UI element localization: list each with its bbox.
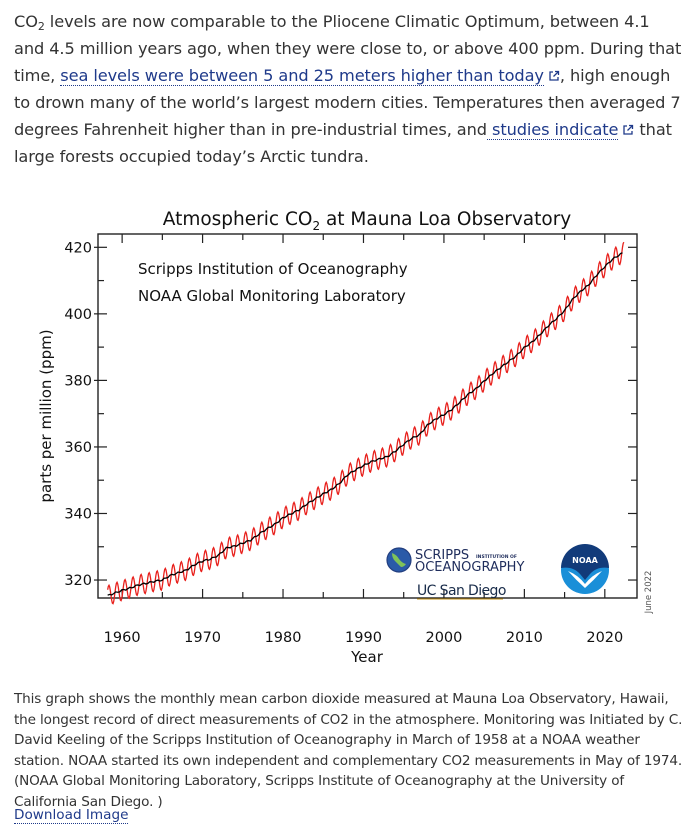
y-tick-label: 420 (64, 240, 92, 256)
scripps-line1: SCRIPPS (415, 548, 469, 563)
subscript-2: 2 (37, 20, 45, 33)
globe-land (392, 553, 406, 567)
y-tick-label: 340 (64, 506, 92, 522)
series-monthly-mean (107, 241, 625, 605)
x-tick-label: 1990 (345, 630, 382, 646)
studies-indicate-link[interactable]: studies indicate (486, 120, 619, 140)
trend-line (107, 252, 623, 596)
external-link-icon[interactable] (622, 124, 634, 136)
date-stamp: June 2022 (644, 571, 654, 615)
scripps-small: INSTITUTION OF (476, 554, 517, 560)
intro-text: CO (14, 12, 38, 31)
x-tick-label: 2010 (506, 630, 543, 646)
noaa-logo: NOAA (561, 544, 609, 594)
monthly-mean-line (107, 241, 625, 605)
x-axis: 1960 1970 1980 1990 2000 2010 2020 (104, 234, 623, 646)
sea-levels-link-text[interactable]: sea levels were between 5 and 25 meters … (60, 66, 544, 85)
y-tick-label: 360 (64, 440, 92, 456)
x-axis-label: Year (350, 648, 384, 666)
download-image-link[interactable]: Download Image (14, 807, 129, 824)
scripps-line2: OCEANOGRAPHY (415, 560, 524, 575)
studies-indicate-link-text[interactable]: studies indicate (486, 120, 619, 139)
series-trend (107, 252, 623, 596)
x-tick-label: 1970 (184, 630, 221, 646)
figure-caption: This graph shows the monthly mean carbon… (14, 691, 683, 810)
sea-levels-link[interactable]: sea levels were between 5 and 25 meters … (60, 66, 544, 86)
ucsd-wordmark: UC San Diego (417, 583, 506, 599)
chart-title: Atmospheric CO2 at Mauna Loa Observatory (163, 209, 572, 233)
intro-text: that large forests occupied today’s Arct… (14, 120, 672, 166)
x-tick-label: 1980 (265, 630, 302, 646)
y-tick-label: 400 (64, 307, 92, 323)
external-link-icon[interactable] (548, 70, 560, 82)
x-tick-label: 1960 (104, 630, 141, 646)
intro-text: , high enough to drown many of the world… (14, 66, 681, 139)
intro-text: levels are now comparable to the Pliocen… (14, 12, 682, 85)
noaa-wordmark: NOAA (572, 556, 598, 565)
annotation-scripps: Scripps Institution of Oceanography (138, 260, 408, 278)
scripps-logo: SCRIPPS INSTITUTION OF OCEANOGRAPHY UC S… (386, 547, 524, 600)
annotation-noaa: NOAA Global Monitoring Laboratory (138, 287, 406, 305)
chart-title-suffix: at Mauna Loa Observatory (320, 209, 571, 230)
co2-chart: Atmospheric CO2 at Mauna Loa Observatory… (37, 209, 654, 666)
x-tick-label: 2000 (425, 630, 462, 646)
chart-title-sub: 2 (312, 219, 320, 233)
y-axis: 320 340 360 380 400 420 (64, 240, 637, 589)
y-tick-label: 320 (64, 573, 92, 589)
intro-paragraph: CO2 levels are now comparable to the Pli… (14, 8, 684, 170)
chart-title-prefix: Atmospheric CO (163, 209, 313, 230)
x-tick-label: 2020 (586, 630, 623, 646)
y-axis-label: parts per million (ppm) (37, 329, 55, 502)
plot-frame (97, 233, 638, 599)
y-tick-label: 380 (64, 373, 92, 389)
